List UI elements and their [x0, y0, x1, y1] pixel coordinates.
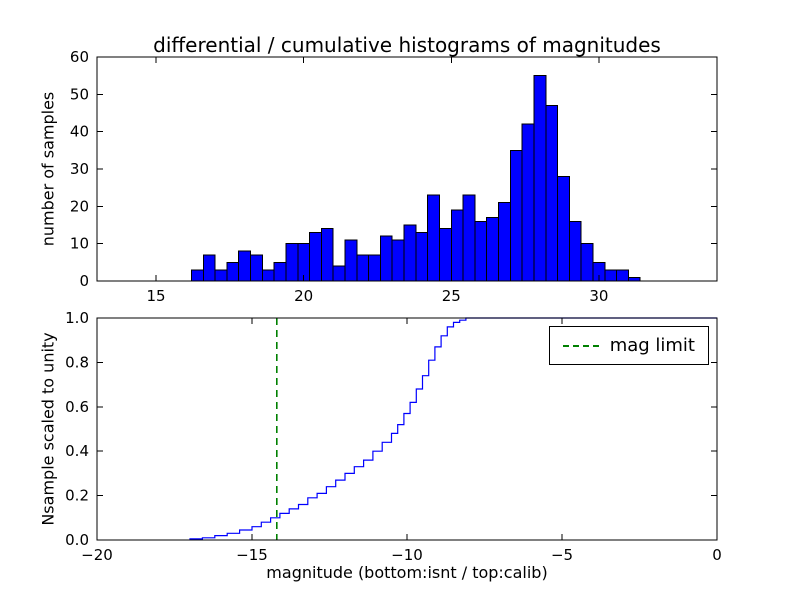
histogram-bar	[320, 228, 334, 282]
legend-label: mag limit	[609, 335, 695, 356]
y-tick-label: 0.4	[65, 442, 89, 460]
histogram-bar	[214, 269, 228, 282]
histogram-bar	[450, 209, 464, 282]
legend-dashed-line-sample	[562, 344, 599, 347]
y-tick-label: 50	[70, 85, 89, 103]
x-tick-label: 20	[294, 287, 313, 305]
y-tick-label: 30	[70, 160, 89, 178]
x-tick-label: 15	[147, 287, 166, 305]
histogram-bar	[226, 261, 240, 282]
bottom-plot-ylabel: Nsample scaled to unity	[38, 332, 58, 526]
top-plot-ylabel: number of samples	[38, 91, 58, 247]
tick-labels: −20 −15 −10 −5 0 0.0 0.2 0.4 0.6 0.8 1.0	[65, 309, 722, 564]
x-tick-label: −15	[236, 546, 268, 564]
histogram-bar	[486, 217, 500, 282]
histogram-bar	[568, 220, 582, 282]
histogram-bar	[545, 105, 559, 282]
histogram-bar	[238, 250, 251, 282]
x-tick-label: −5	[551, 546, 573, 564]
figure-title: differential / cumulative histograms of …	[153, 33, 661, 57]
cumulative-step-line	[189, 317, 717, 540]
y-tick-label: 0.2	[65, 487, 89, 505]
bottom-plot-xlabel: magnitude (bottom:isnt / top:calib)	[266, 563, 548, 582]
histogram-bar	[474, 220, 488, 282]
histogram-bar	[533, 75, 547, 282]
y-tick-label: 20	[70, 197, 89, 215]
y-tick-label: 10	[70, 235, 89, 253]
histogram-bar	[580, 243, 594, 282]
histogram-bar	[344, 239, 358, 282]
axes-frame	[96, 56, 718, 282]
y-tick-label: 40	[70, 123, 89, 141]
histogram-bar	[557, 176, 570, 282]
histogram-bar	[521, 123, 535, 282]
histogram-bar	[368, 254, 381, 282]
histogram-bar	[191, 269, 204, 282]
histogram-bar	[509, 149, 523, 282]
histogram-bar	[604, 269, 618, 282]
histogram-bar	[309, 232, 322, 282]
y-tick-label: 0.8	[65, 353, 89, 371]
histogram-bar	[439, 228, 452, 282]
histogram-bars	[191, 75, 641, 282]
histogram-bar	[627, 276, 641, 282]
legend: mag limit	[548, 326, 709, 365]
y-tick-label: 0.0	[65, 531, 89, 549]
y-tick-label: 0	[79, 272, 89, 290]
x-tick-label: 25	[442, 287, 461, 305]
bottom-axes: −20 −15 −10 −5 0 0.0 0.2 0.4 0.6 0.8 1.0	[65, 309, 722, 564]
x-tick-label: −10	[391, 546, 423, 564]
histogram-bar	[285, 243, 299, 282]
histogram-bar	[356, 254, 370, 282]
histogram-bar	[616, 269, 629, 282]
histogram-bar	[273, 261, 287, 282]
histogram-bar	[261, 269, 275, 282]
histogram-bar	[332, 265, 346, 282]
histogram-bar	[498, 202, 511, 282]
y-tick-label: 0.6	[65, 398, 89, 416]
x-tick-label: 0	[712, 546, 722, 564]
histogram-bar	[427, 194, 441, 282]
histogram-bar	[391, 239, 405, 282]
x-tick-label: −20	[81, 546, 113, 564]
histogram-bar	[250, 254, 263, 282]
histogram-bar	[462, 194, 476, 282]
histogram-bar	[202, 254, 216, 282]
tick-labels: 15 20 25 30 0 10 20 30 40 50 60	[70, 48, 609, 305]
histogram-bar	[415, 232, 429, 282]
y-tick-label: 1.0	[65, 309, 89, 327]
y-tick-label: 60	[70, 48, 89, 66]
histogram-bar	[403, 224, 417, 282]
top-axes: 15 20 25 30 0 10 20 30 40 50 60	[70, 48, 718, 305]
axes-frame	[96, 317, 718, 541]
x-tick-label: 30	[589, 287, 608, 305]
histogram-bar	[379, 235, 393, 282]
